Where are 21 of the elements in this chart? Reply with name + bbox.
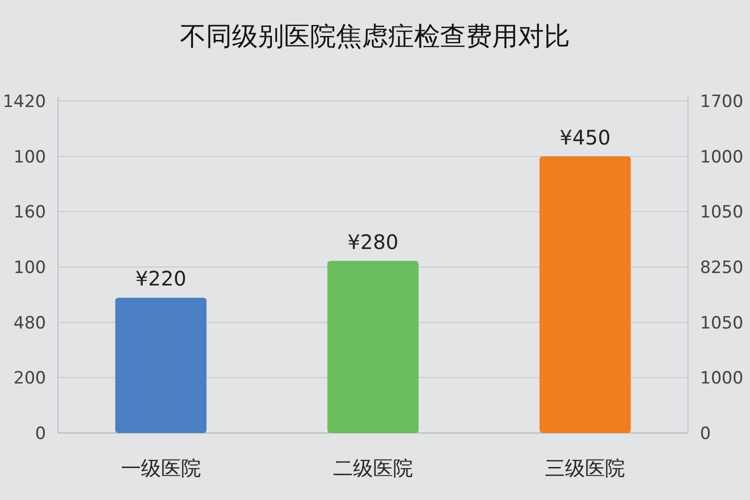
text: 100: [14, 147, 46, 168]
text: 0: [700, 424, 711, 444]
text: 200: [14, 368, 46, 389]
x-tick-label: 一级医院: [120, 456, 201, 480]
text: 1050: [700, 313, 744, 334]
text: 1000: [700, 147, 744, 168]
text: 1700: [700, 92, 744, 112]
text: 100: [14, 258, 46, 278]
chart-title: 不同级别医院焦虑症检查费用对比: [180, 22, 570, 52]
text: 1000: [700, 368, 744, 389]
x-tick-label: 三级医院: [545, 456, 626, 480]
text: 1050: [700, 202, 744, 223]
text: 8250: [700, 258, 744, 278]
x-tick-label: 二级医院: [333, 456, 413, 480]
text: 1420: [2, 92, 46, 112]
data-label: ¥280: [348, 230, 398, 254]
text: 0: [35, 424, 46, 444]
text: 160: [14, 202, 46, 223]
data-label: ¥220: [135, 266, 186, 291]
data-label: ¥450: [560, 125, 611, 150]
text: 480: [14, 313, 46, 334]
